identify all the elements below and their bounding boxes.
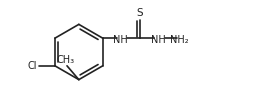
Text: S: S [136, 8, 143, 18]
Text: NH₂: NH₂ [171, 35, 189, 45]
Text: NH: NH [151, 35, 165, 45]
Text: CH₃: CH₃ [57, 55, 75, 65]
Text: Cl: Cl [28, 61, 37, 71]
Text: NH: NH [113, 35, 128, 45]
